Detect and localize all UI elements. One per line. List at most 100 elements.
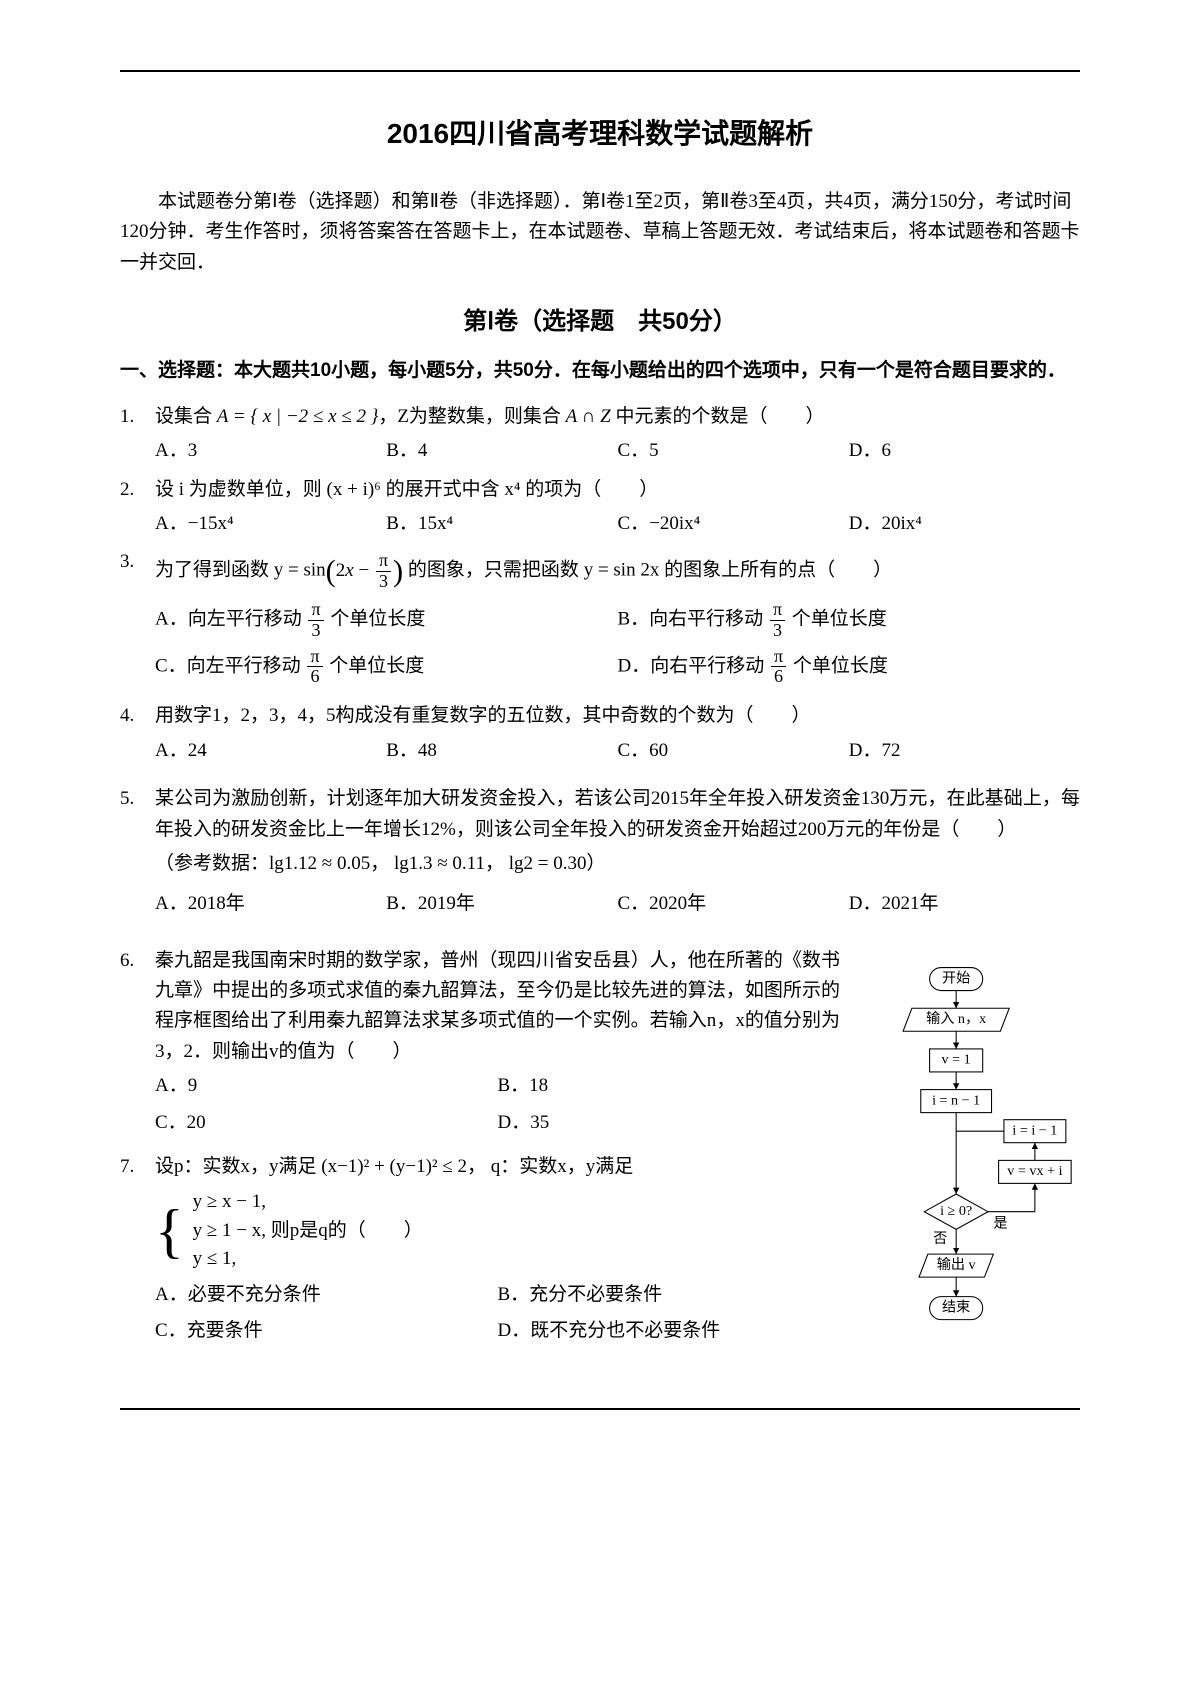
q3a-num: π [308, 600, 323, 621]
q5-opt-c: C．2020年 [618, 889, 849, 919]
q7-sys1: y ≥ x − 1, [193, 1188, 423, 1217]
q1-stem-pre: 设集合 [155, 406, 217, 427]
svg-text:v = vx + i: v = vx + i [1007, 1163, 1062, 1179]
q2a-pre: A． [155, 513, 188, 534]
svg-text:开始: 开始 [942, 970, 970, 986]
q6-opt-d: D．35 [498, 1108, 841, 1138]
q3d-den: 6 [771, 667, 786, 687]
q5-opt-d: D．2021年 [849, 889, 1080, 919]
q7-num: 7. [120, 1152, 155, 1353]
q3d-pre: D．向右平行移动 [618, 655, 769, 676]
q3b-post: 个单位长度 [787, 609, 887, 630]
q7-system: { y ≥ x − 1, y ≥ 1 − x, 则p是q的（ ） y ≤ 1, [155, 1188, 840, 1274]
q7-post: 则p是q的（ ） [266, 1220, 423, 1241]
q3a-post: 个单位长度 [326, 609, 426, 630]
q2-stem-mid: 的展开式中含 [381, 479, 505, 500]
q2c-val: −20ix⁴ [649, 513, 700, 534]
q1-opt-d: D．6 [849, 436, 1080, 466]
q2-term: x⁴ [504, 479, 520, 500]
q2-stem: 设 i 为虚数单位，则 (x + i)⁶ 的展开式中含 x⁴ 的项为（ ） [155, 475, 1080, 505]
q2-stem-pre: 设 i 为虚数单位，则 [155, 479, 327, 500]
q3-pi1: π [376, 551, 391, 572]
q6-q7-block: 6. 秦九韶是我国南宋时期的数学家，普州（现四川省安岳县）人，他在所著的《数书九… [120, 938, 1080, 1368]
q2b-val: 15x⁴ [418, 513, 453, 534]
q6-opt-a: A．9 [155, 1071, 498, 1101]
q2d-val: 20ix⁴ [881, 513, 921, 534]
q2-opt-b: B．15x⁴ [386, 509, 617, 539]
q3-stem-post: 的图象上所有的点（ ） [659, 560, 892, 581]
q6-options: A．9 B．18 C．20 D．35 [155, 1071, 840, 1144]
top-rule [120, 70, 1080, 72]
q7-opt-a: A．必要不充分条件 [155, 1280, 498, 1310]
svg-text:i = i − 1: i = i − 1 [1012, 1122, 1057, 1138]
q7-opt-b: B．充分不必要条件 [498, 1280, 841, 1310]
q5-ref: （参考数据：lg1.12 ≈ 0.05， lg1.3 ≈ 0.11， lg2 =… [155, 849, 1080, 879]
svg-text:否: 否 [933, 1231, 947, 1247]
svg-text:输出 v: 输出 v [937, 1257, 977, 1273]
q3c-den: 6 [307, 667, 322, 687]
q2d-pre: D． [849, 513, 882, 534]
q3c-post: 个单位长度 [325, 655, 425, 676]
q6-opt-b: B．18 [498, 1071, 841, 1101]
q2-options: A．−15x⁴ B．15x⁴ C．−20ix⁴ D．20ix⁴ [155, 509, 1080, 539]
q3-opt-a: A．向左平行移动 π3 个单位长度 [155, 600, 618, 641]
section1-head: 一、选择题：本大题共10小题，每小题5分，共50分．在每小题给出的四个选项中，只… [120, 356, 1080, 386]
svg-text:结束: 结束 [942, 1299, 970, 1315]
q1-opt-c: C．5 [618, 436, 849, 466]
q2a-val: −15x⁴ [188, 513, 234, 534]
q1-stem-post: 中元素的个数是（ ） [611, 406, 825, 427]
q3d-num: π [771, 647, 786, 668]
q4-opt-d: D．72 [849, 736, 1080, 766]
q3-f2: y = sin 2x [584, 560, 660, 581]
q4-num: 4. [120, 701, 155, 766]
q3-opt-d: D．向右平行移动 π6 个单位长度 [618, 647, 1081, 688]
svg-text:输入 n，x: 输入 n，x [926, 1011, 986, 1027]
q4-opt-b: B．48 [386, 736, 617, 766]
q5-stem: 某公司为激励创新，计划逐年加大研发资金投入，若该公司2015年全年投入研发资金1… [155, 784, 1080, 845]
intro-paragraph: 本试题卷分第Ⅰ卷（选择题）和第Ⅱ卷（非选择题）．第Ⅰ卷1至2页，第Ⅱ卷3至4页，… [120, 187, 1080, 278]
q3-arg: 2x − π3 [336, 560, 393, 581]
q3-opt-c: C．向左平行移动 π6 个单位长度 [155, 647, 618, 688]
svg-text:是: 是 [993, 1215, 1007, 1231]
q7-opt-c: C．充要条件 [155, 1316, 498, 1346]
flowchart-svg: 开始输入 n，xv = 1i = n − 1i = i − 1v = vx + … [850, 938, 1080, 1358]
q3d-post: 个单位长度 [788, 655, 888, 676]
q2-opt-d: D．20ix⁴ [849, 509, 1080, 539]
svg-text:i = n − 1: i = n − 1 [932, 1092, 980, 1108]
q3-stem-mid: 的图象，只需把函数 [403, 560, 584, 581]
q3c-num: π [307, 647, 322, 668]
q1-options: A．3 B．4 C．5 D．6 [155, 436, 1080, 466]
q1-stem-mid: ，Z为整数集，则集合 [378, 406, 565, 427]
q3-rparen: ) [393, 554, 403, 588]
q3a-den: 3 [308, 621, 323, 641]
q7-sys3: y ≤ 1, [193, 1245, 423, 1274]
q7-options: A．必要不充分条件 B．充分不必要条件 C．充要条件 D．既不充分也不必要条件 [155, 1280, 840, 1353]
q3b-num: π [770, 600, 785, 621]
q1-inter: A ∩ Z [566, 406, 611, 427]
q4-stem: 用数字1，2，3，4，5构成没有重复数字的五位数，其中奇数的个数为（ ） [155, 701, 1080, 731]
q4-opt-a: A．24 [155, 736, 386, 766]
q5-opt-b: B．2019年 [386, 889, 617, 919]
q2-opt-a: A．−15x⁴ [155, 509, 386, 539]
question-4: 4. 用数字1，2，3，4，5构成没有重复数字的五位数，其中奇数的个数为（ ） … [120, 701, 1080, 766]
q7-pre: 设p：实数x，y满足 [155, 1156, 321, 1177]
q3b-den: 3 [770, 621, 785, 641]
q1-opt-a: A．3 [155, 436, 386, 466]
q7-opt-d: D．既不充分也不必要条件 [498, 1316, 841, 1346]
question-3: 3. 为了得到函数 y = sin(2x − π3) 的图象，只需把函数 y =… [120, 547, 1080, 693]
q2-stem-post: 的项为（ ） [520, 479, 658, 500]
q2-opt-c: C．−20ix⁴ [618, 509, 849, 539]
q2b-pre: B． [386, 513, 418, 534]
q3-options: A．向左平行移动 π3 个单位长度 B．向右平行移动 π3 个单位长度 C．向左… [155, 600, 1080, 693]
brace-icon: { [155, 1201, 184, 1261]
q7-mid: ， q：实数x，y满足 [467, 1156, 633, 1177]
q2c-pre: C． [618, 513, 650, 534]
question-7: 7. 设p：实数x，y满足 (x−1)² + (y−1)² ≤ 2， q：实数x… [120, 1152, 840, 1353]
q6-opt-c: C．20 [155, 1108, 498, 1138]
q3-stem-pre: 为了得到函数 [155, 560, 274, 581]
q1-set-expr: A = { x | −2 ≤ x ≤ 2 } [217, 406, 379, 427]
part1-heading: 第Ⅰ卷（选择题 共50分） [120, 303, 1080, 341]
q2-num: 2. [120, 475, 155, 540]
q4-opt-c: C．60 [618, 736, 849, 766]
q3-opt-b: B．向右平行移动 π3 个单位长度 [618, 600, 1081, 641]
